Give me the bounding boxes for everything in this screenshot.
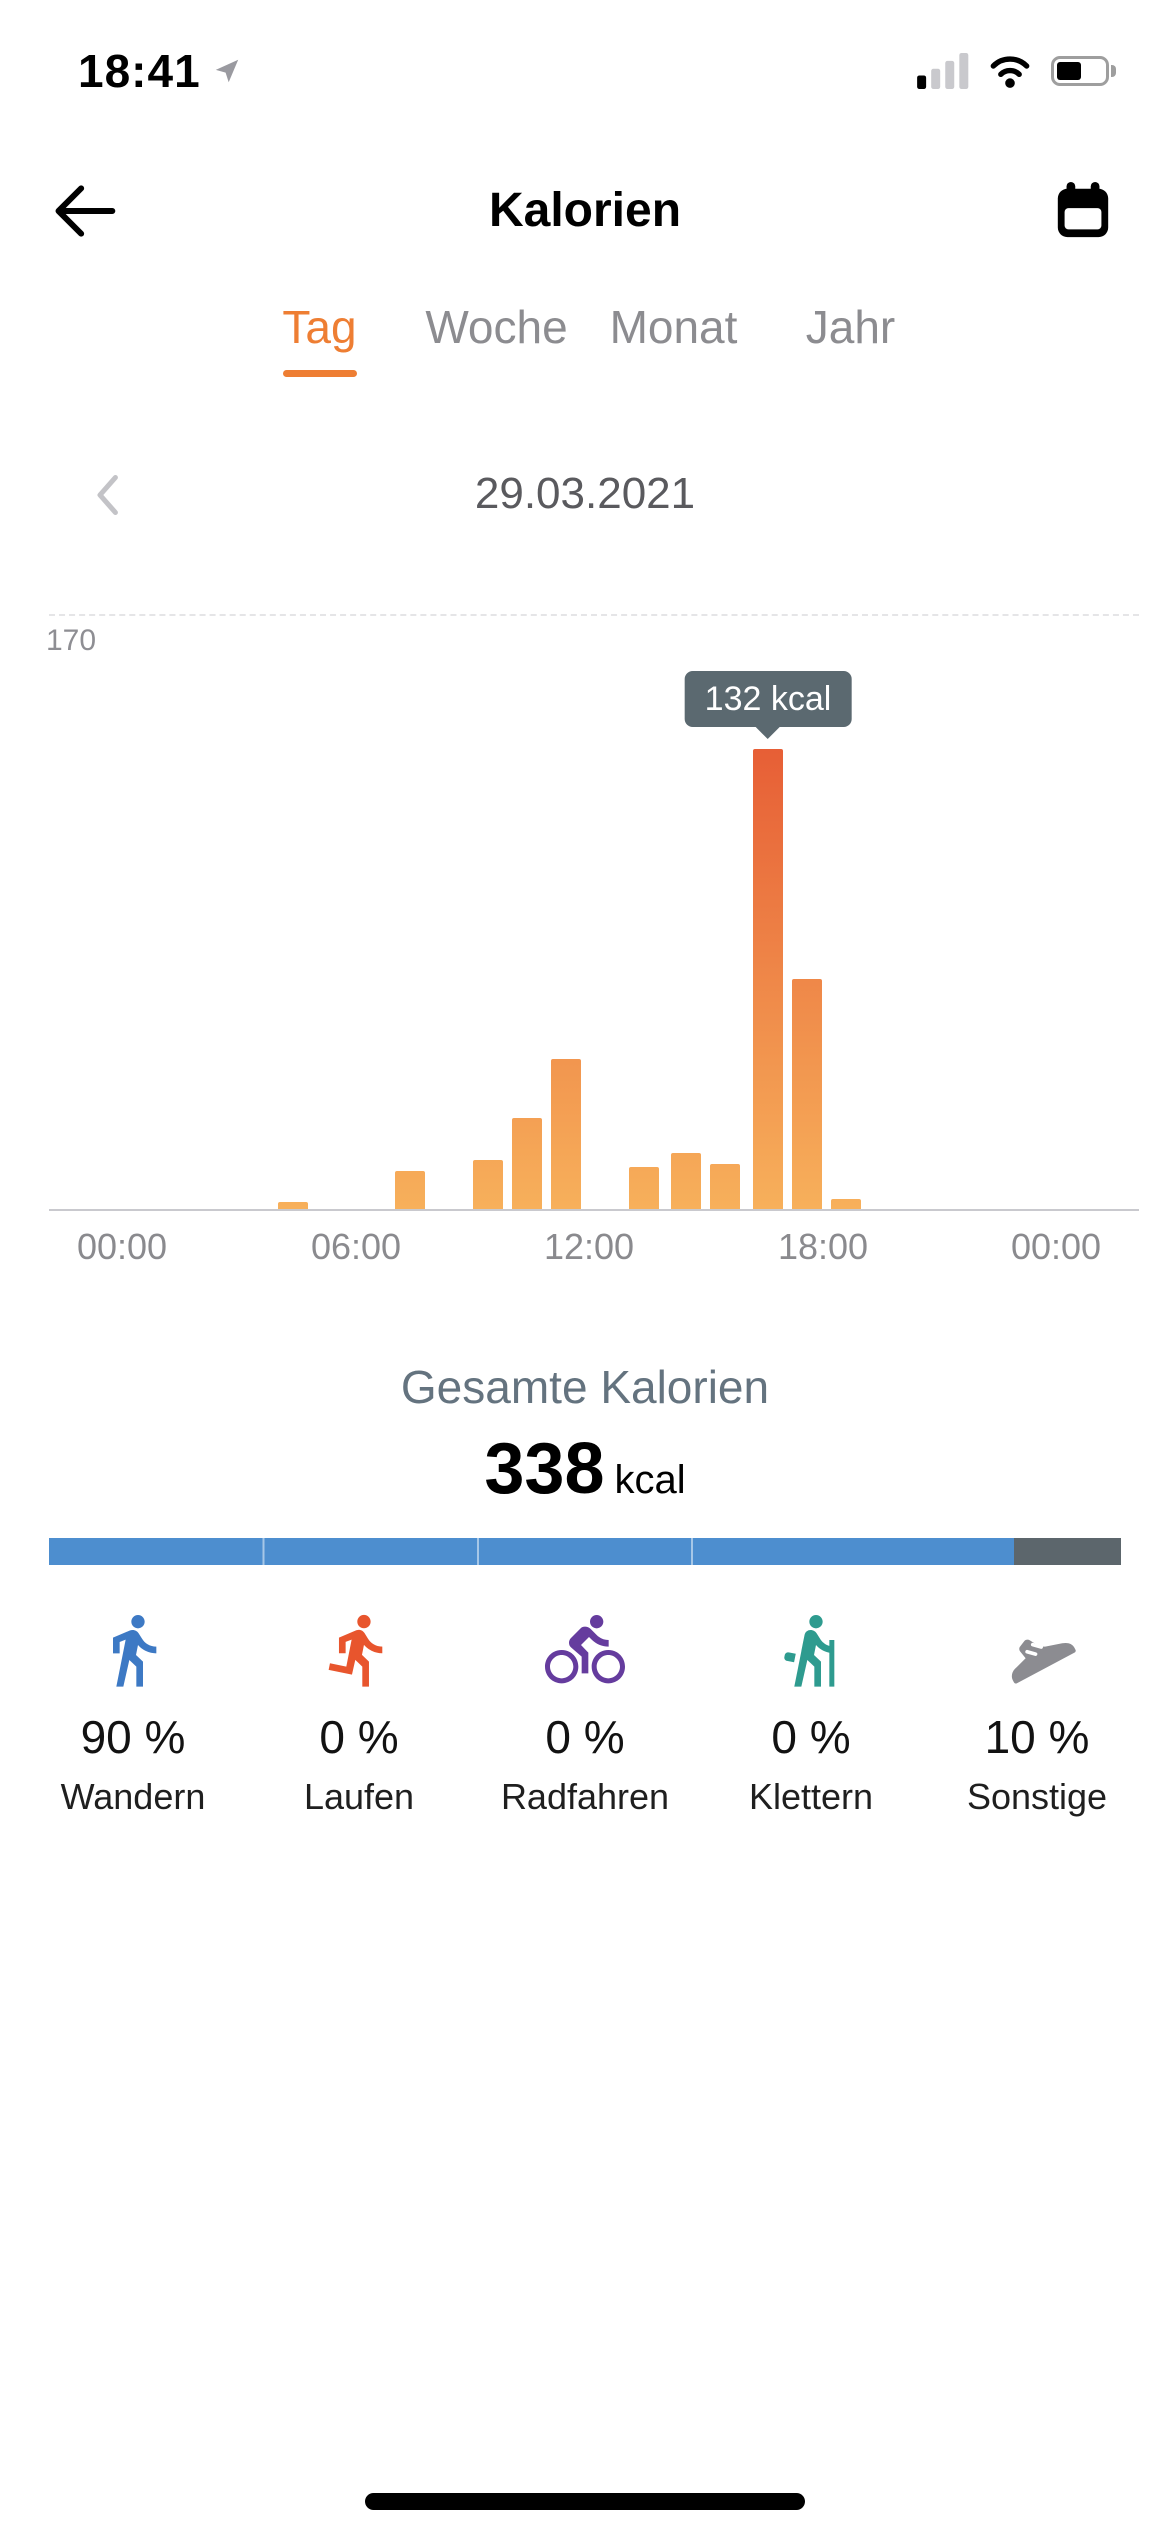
header: Kalorien [0, 176, 1170, 246]
location-arrow-icon [215, 59, 238, 83]
status-bar: 18:41 [0, 36, 1170, 106]
distribution-bar [49, 1538, 1121, 1565]
shoe-icon [997, 1598, 1077, 1690]
back-arrow-icon [55, 185, 116, 237]
chart-bar[interactable] [831, 1199, 861, 1209]
activity-percent: 10 % [984, 1711, 1090, 1763]
calendar-icon [1057, 181, 1109, 238]
x-axis-label: 12:00 [543, 1226, 635, 1267]
battery-fill [1057, 62, 1081, 80]
activity-label: Radfahren [500, 1776, 670, 1817]
tab-jahr-label: Jahr [805, 301, 896, 353]
x-axis-label: 06:00 [310, 1226, 402, 1267]
distribution-segment-sonstige [1013, 1538, 1121, 1565]
chart-bar[interactable] [473, 1160, 503, 1209]
chart-bar[interactable] [792, 979, 822, 1209]
activity-percent: 90 % [80, 1711, 186, 1763]
tab-monat-label: Monat [609, 301, 738, 353]
chevron-left-icon [97, 474, 118, 516]
chart-bar[interactable] [278, 1202, 308, 1209]
chart-bar[interactable] [512, 1118, 542, 1209]
status-time: 18:41 [78, 45, 201, 97]
tab-monat[interactable]: Monat [585, 300, 762, 377]
activity-percent: 0 % [545, 1711, 625, 1763]
activity-label: Wandern [60, 1776, 206, 1817]
calories-chart: 170 132 kcal 00:00 06:00 12:00 18:00 00:00 [0, 614, 1170, 1294]
tab-active-underline [282, 370, 357, 377]
activity-laufen: 0 % Laufen [246, 1598, 472, 1818]
activity-radfahren: 0 % Radfahren [472, 1598, 698, 1818]
chart-bar[interactable] [753, 749, 783, 1209]
wifi-icon [990, 56, 1030, 88]
x-axis-label: 00:00 [1010, 1226, 1102, 1267]
chart-bar[interactable] [671, 1153, 701, 1209]
cellular-signal-icon [917, 53, 969, 89]
date-nav: 29.03.2021 [0, 466, 1170, 522]
prev-day-button[interactable] [94, 474, 120, 519]
page-title: Kalorien [488, 184, 682, 237]
x-axis-label: 00:00 [76, 1226, 168, 1267]
bar-tooltip: 132 kcal [684, 671, 852, 727]
calendar-button[interactable] [1052, 180, 1114, 245]
x-axis-label: 18:00 [777, 1226, 869, 1267]
summary-label: Gesamte Kalorien [400, 1361, 770, 1413]
status-icons [917, 52, 1116, 90]
back-button[interactable] [50, 182, 118, 243]
battery-body [1051, 56, 1109, 86]
activity-percent: 0 % [319, 1711, 399, 1763]
activity-percent: 0 % [771, 1711, 851, 1763]
total-calories-unit: kcal [614, 1458, 686, 1502]
period-tabs: Tag Woche Monat Jahr [0, 300, 1170, 377]
chart-bar[interactable] [629, 1167, 659, 1209]
tab-woche-label: Woche [425, 301, 568, 353]
tab-tag[interactable]: Tag [231, 300, 408, 377]
activity-label: Laufen [303, 1776, 415, 1817]
selected-date: 29.03.2021 [474, 469, 696, 518]
running-icon [319, 1598, 399, 1690]
total-calories-value: 338 [484, 1429, 605, 1509]
home-indicator[interactable] [365, 2493, 805, 2510]
activity-klettern: 0 % Klettern [698, 1598, 924, 1818]
activity-breakdown: 90 % Wandern 0 % Laufen 0 % Radfahren [20, 1598, 1150, 1818]
activity-label: Klettern [748, 1776, 874, 1817]
tab-jahr[interactable]: Jahr [762, 300, 939, 377]
summary-total: 338 kcal [0, 1428, 1170, 1510]
climbing-icon [771, 1598, 851, 1690]
tab-tag-label: Tag [282, 301, 357, 353]
chart-plot: 132 kcal [49, 614, 1139, 1211]
status-time-group: 18:41 [78, 44, 241, 98]
chart-bar[interactable] [395, 1171, 425, 1209]
activity-sonstige: 10 % Sonstige [924, 1598, 1150, 1818]
battery-icon [1051, 56, 1116, 86]
chart-bar[interactable] [710, 1164, 740, 1209]
tab-woche[interactable]: Woche [408, 300, 585, 377]
y-axis-max-label: 170 [46, 624, 97, 657]
cycling-icon [538, 1598, 632, 1690]
battery-nub [1111, 65, 1116, 77]
chart-bar[interactable] [551, 1059, 581, 1209]
walking-icon [93, 1598, 173, 1690]
activity-label: Sonstige [966, 1776, 1108, 1817]
distribution-segment-wandern [49, 1538, 1014, 1565]
activity-wandern: 90 % Wandern [20, 1598, 246, 1818]
